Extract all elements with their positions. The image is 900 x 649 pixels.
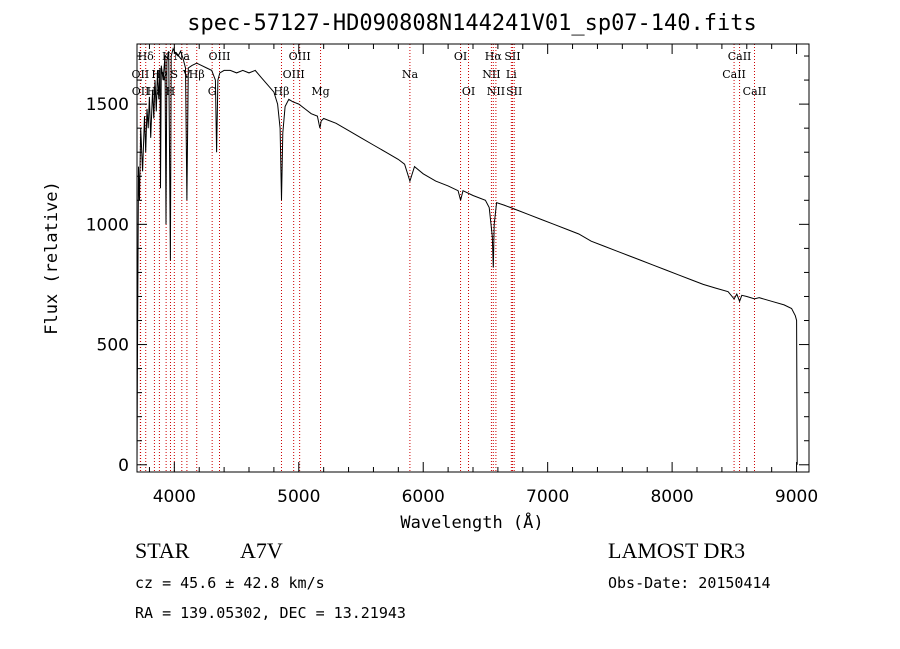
spectral-line-label: Hα [485, 50, 503, 63]
spectral-line-label: S [171, 68, 179, 81]
x-axis-ticks: 4000 5000 6000 7000 8000 9000 [148, 44, 818, 507]
x-tick-label: 6000 [402, 487, 445, 507]
spectral-line-label: Hβ [274, 85, 290, 98]
spectral-line-label: CaII [722, 68, 746, 81]
spectral-line-label: Hβ [189, 68, 205, 81]
spectral-line-label: Mg [311, 85, 329, 98]
spectral-line-label: G [208, 85, 217, 98]
spectral-line-markers [139, 44, 755, 472]
spectral-line-label: H [166, 85, 176, 98]
x-tick-label: 7000 [526, 487, 569, 507]
y-tick-label: 500 [97, 336, 129, 356]
spectral-line-label: SII [506, 85, 522, 98]
spectral-line-label: OI [462, 85, 475, 98]
spectral-line-label: OII [132, 85, 150, 98]
spectral-line-label: SII [504, 50, 520, 63]
spectral-line-label: K [162, 50, 171, 63]
spectral-line-label: Li [506, 68, 517, 81]
x-tick-label: 9000 [775, 487, 818, 507]
survey-name: LAMOST DR3 [608, 538, 746, 563]
spectral-line-label: OI [454, 50, 467, 63]
x-tick-label: 4000 [153, 487, 196, 507]
y-tick-label: 1000 [86, 215, 129, 235]
spectral-line-label: V [182, 68, 192, 81]
plot-frame [136, 43, 810, 473]
spectral-line-label: Na [402, 68, 419, 81]
spectral-line-label: OII [132, 68, 150, 81]
observation-date: Obs-Date: 20150414 [608, 574, 771, 592]
spectral-line-label: OIII [208, 50, 230, 63]
spectral-line-label: Hδ [138, 50, 155, 63]
y-axis-ticks: 0 500 1000 1500 [86, 55, 809, 476]
spectral-subclass: A7V [240, 538, 283, 563]
flux-series-line [136, 47, 798, 465]
spectral-line-label: CaII [728, 50, 752, 63]
x-tick-label: 5000 [277, 487, 320, 507]
chart-title: spec-57127-HD090808N144241V01_sp07-140.f… [187, 11, 757, 36]
spectral-line-label: NII [482, 68, 500, 81]
spectral-line-label: CaII [743, 85, 767, 98]
y-tick-label: 1500 [86, 95, 129, 115]
x-axis-label: Wavelength (Å) [400, 511, 543, 533]
object-type: STAR [135, 538, 190, 563]
spectral-line-label: NII [487, 85, 505, 98]
y-tick-label: 0 [118, 456, 129, 476]
spectral-line-label: OIII [289, 50, 311, 63]
spectral-line-label: OIII [283, 68, 305, 81]
coordinates: RA = 139.05302, DEC = 13.21943 [135, 604, 406, 622]
redshift-cz: cz = 45.6 ± 42.8 km/s [135, 574, 325, 592]
y-axis-label: Flux (relative) [42, 181, 62, 335]
x-tick-label: 8000 [650, 487, 693, 507]
